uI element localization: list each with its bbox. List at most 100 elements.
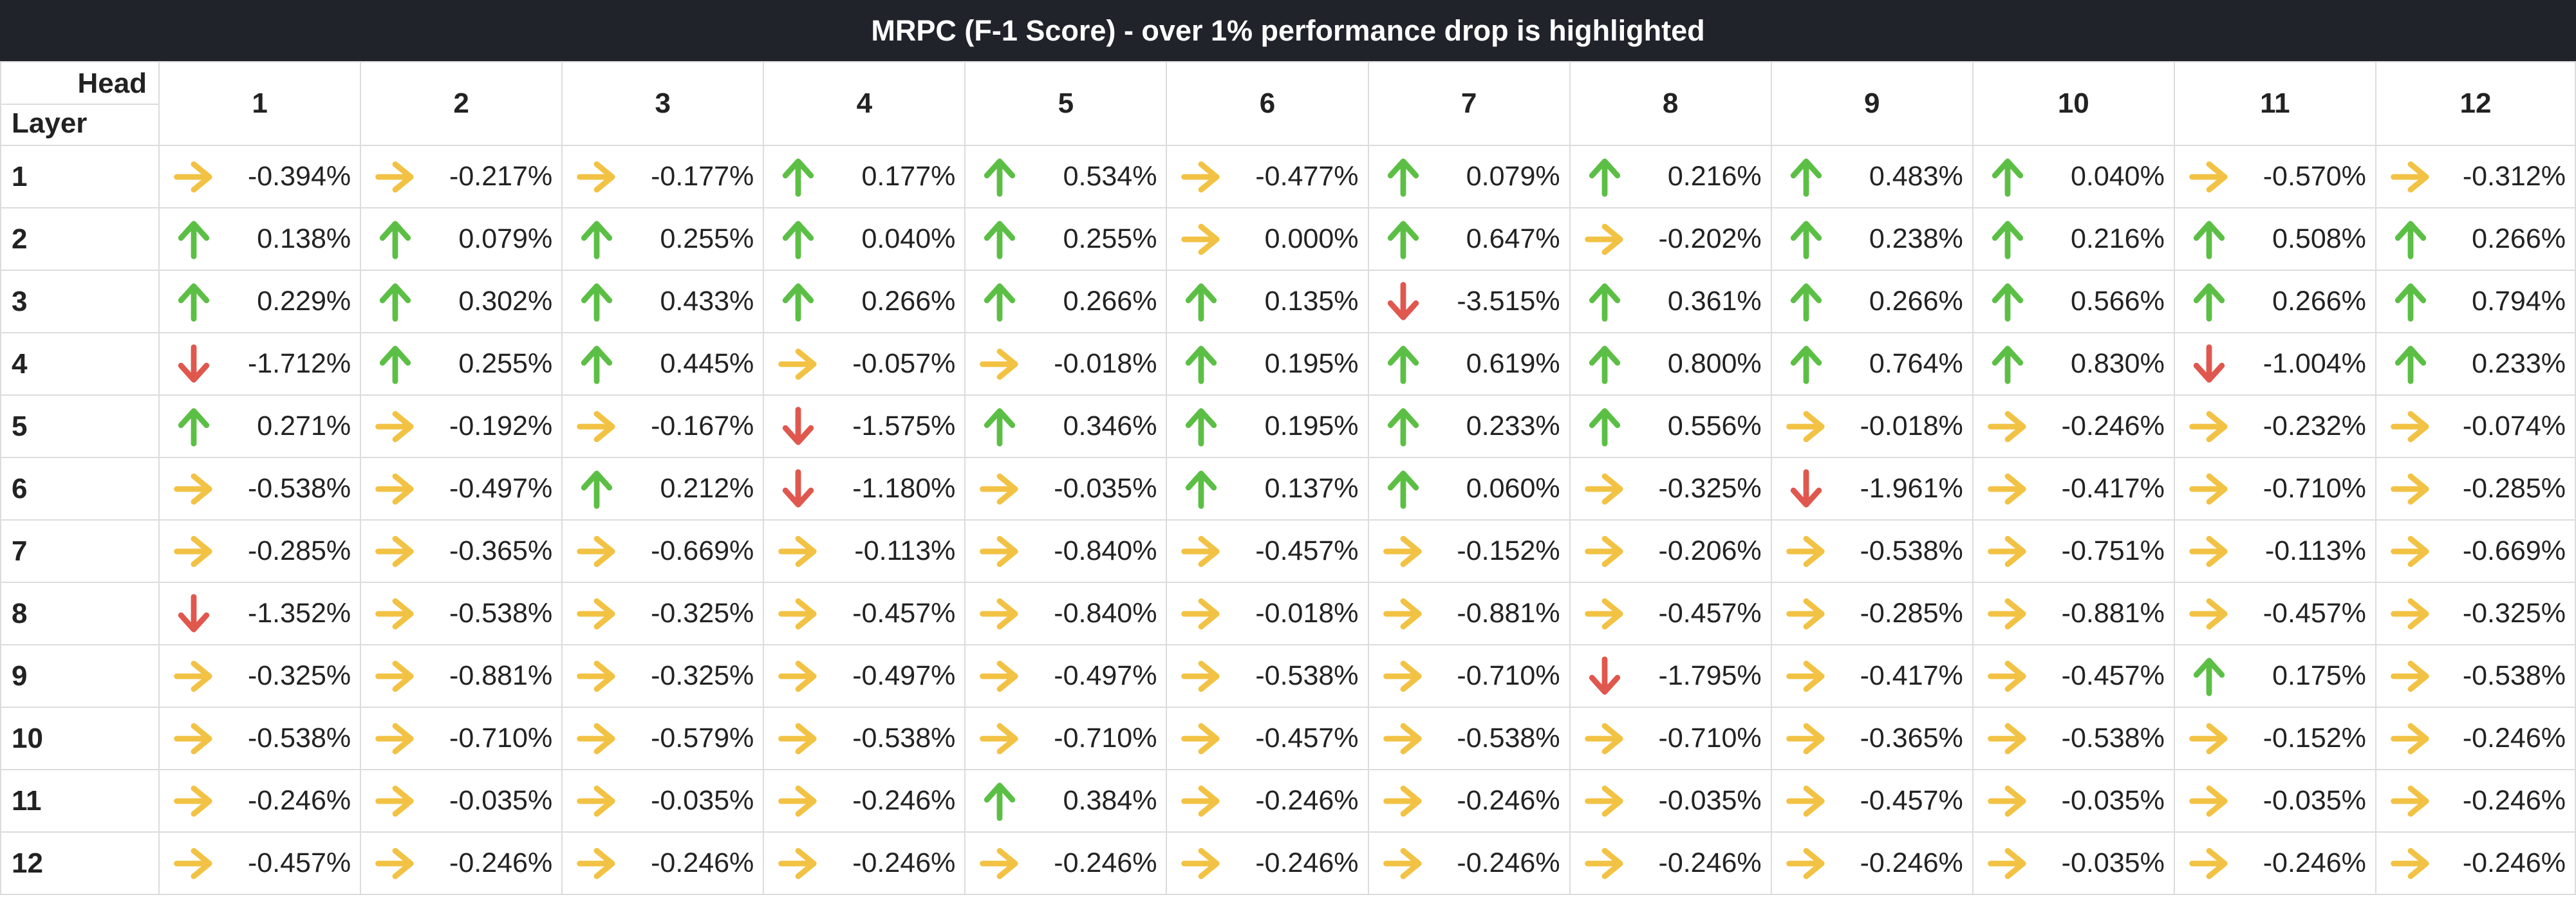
table-cell: -0.152%: [1367, 519, 1571, 583]
cell-content: 0.266%: [2376, 208, 2575, 270]
right-arrow-icon: [374, 717, 416, 760]
right-arrow-icon: [777, 717, 819, 760]
cell-content: 0.040%: [764, 208, 964, 270]
cell-content: 0.212%: [563, 458, 763, 519]
cell-content: -0.457%: [1974, 645, 2174, 707]
up-arrow-icon: [1583, 281, 1626, 323]
cell-value: 0.445%: [660, 348, 754, 379]
table-cell: -1.004%: [2173, 332, 2376, 396]
cell-value: -0.325%: [247, 660, 351, 691]
cell-content: 0.534%: [966, 146, 1166, 207]
table-cell: -0.538%: [1770, 519, 1974, 583]
right-arrow-icon: [2188, 405, 2230, 448]
cell-value: -0.152%: [2263, 723, 2366, 754]
table-cell: -0.035%: [964, 457, 1168, 521]
row-header-layer-5: 5: [0, 394, 160, 458]
table-cell: -1.795%: [1569, 644, 1772, 708]
table-cell: -1.575%: [763, 394, 966, 458]
table-cell: -0.394%: [158, 145, 362, 208]
table-cell: -0.246%: [964, 831, 1168, 895]
row-header-layer-2: 2: [0, 207, 160, 271]
cell-content: -0.192%: [361, 396, 561, 457]
column-header-head-3: 3: [561, 61, 765, 146]
up-arrow-icon: [1382, 468, 1424, 510]
table-cell: -3.515%: [1367, 270, 1571, 333]
cell-value: 0.229%: [257, 286, 351, 317]
up-arrow-icon: [777, 281, 819, 323]
cell-value: -0.113%: [2264, 535, 2366, 566]
table-cell: -0.881%: [1367, 582, 1571, 645]
cell-content: -0.246%: [1772, 833, 1972, 894]
cell-content: -0.035%: [1571, 770, 1771, 831]
cell-content: 0.302%: [361, 271, 561, 332]
table-cell: -0.325%: [561, 644, 765, 708]
cell-content: -0.246%: [160, 770, 360, 831]
cell-value: -0.497%: [852, 660, 956, 691]
cell-content: -0.417%: [1772, 645, 1972, 707]
cell-content: -0.497%: [361, 458, 561, 519]
table-cell: -0.035%: [1972, 831, 2175, 895]
cell-content: -0.246%: [966, 833, 1166, 894]
cell-value: 0.255%: [660, 223, 754, 254]
table-cell: 0.079%: [360, 207, 563, 271]
cell-content: -0.325%: [1571, 458, 1771, 519]
cell-value: -0.457%: [1658, 598, 1762, 629]
cell-content: -1.575%: [764, 396, 964, 457]
table-cell: -0.751%: [1972, 519, 2175, 583]
table-cell: 0.177%: [763, 145, 966, 208]
cell-content: -0.035%: [563, 770, 763, 831]
table-cell: 0.195%: [1166, 394, 1369, 458]
cell-value: -0.669%: [651, 535, 754, 566]
right-arrow-icon: [2389, 655, 2432, 698]
table-cell: 0.764%: [1770, 332, 1974, 396]
cell-value: -0.570%: [2263, 161, 2366, 192]
down-arrow-icon: [1583, 655, 1626, 698]
table-cell: -0.710%: [964, 707, 1168, 770]
cell-value: -0.035%: [449, 785, 553, 816]
table-cell: -0.538%: [1166, 644, 1369, 708]
table-row: 1 -0.394% -0.217% -0.177% 0.177% 0.534% -0.477…: [0, 145, 2576, 208]
right-arrow-icon: [1180, 530, 1222, 573]
right-arrow-icon: [1382, 780, 1424, 822]
right-arrow-icon: [173, 156, 215, 198]
table-row: 5 0.271% -0.192% -0.167% -1.575% 0.346% 0.195%…: [0, 394, 2576, 458]
cell-value: -1.961%: [1860, 473, 1963, 504]
up-arrow-icon: [1382, 405, 1424, 448]
cell-value: 0.255%: [458, 348, 553, 379]
row-header-layer-12: 12: [0, 831, 160, 895]
cell-content: 0.764%: [1772, 333, 1972, 394]
down-arrow-icon: [1785, 468, 1827, 510]
right-arrow-icon: [2389, 530, 2432, 573]
cell-value: 0.216%: [2070, 223, 2165, 254]
row-header-layer-4: 4: [0, 332, 160, 396]
cell-value: 0.384%: [1063, 785, 1157, 816]
cell-value: -0.457%: [247, 847, 351, 878]
table-cell: -0.457%: [158, 831, 362, 895]
cell-value: -0.457%: [1255, 535, 1359, 566]
cell-content: 0.177%: [764, 146, 964, 207]
table-cell: -0.325%: [561, 582, 765, 645]
cell-content: -0.246%: [2175, 833, 2375, 894]
up-arrow-icon: [1583, 156, 1626, 198]
down-arrow-icon: [777, 405, 819, 448]
cell-content: -0.285%: [160, 521, 360, 582]
table-cell: 0.619%: [1367, 332, 1571, 396]
cell-value: -0.285%: [1860, 598, 1963, 629]
cell-value: -0.710%: [1457, 660, 1560, 691]
cell-content: 0.508%: [2175, 208, 2375, 270]
cell-value: 0.266%: [2272, 286, 2366, 317]
cell-content: -0.325%: [563, 583, 763, 644]
cell-value: -0.538%: [247, 723, 351, 754]
row-header-layer-6: 6: [0, 457, 160, 521]
cell-content: -0.538%: [2376, 645, 2575, 707]
cell-value: 0.830%: [2070, 348, 2165, 379]
table-cell: -0.057%: [763, 332, 966, 396]
cell-content: -0.246%: [2376, 770, 2575, 831]
cell-value: -0.325%: [1658, 473, 1762, 504]
cell-content: -0.035%: [1974, 770, 2174, 831]
down-arrow-icon: [173, 343, 215, 385]
table-cell: 0.175%: [2173, 644, 2376, 708]
cell-content: 0.079%: [1369, 146, 1569, 207]
cell-content: 0.566%: [1974, 271, 2174, 332]
right-arrow-icon: [978, 343, 1021, 385]
